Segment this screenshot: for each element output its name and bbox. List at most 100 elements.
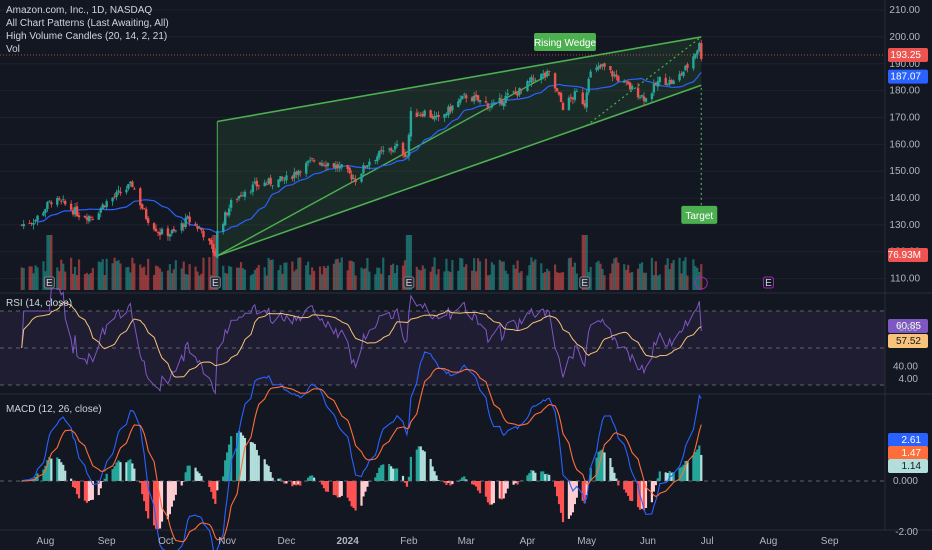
candle-body <box>139 188 142 206</box>
macd-histogram-bar <box>581 481 584 501</box>
candle-body <box>534 80 537 82</box>
price-tick-label: 210.00 <box>889 5 920 16</box>
candle-body <box>257 185 260 187</box>
macd-histogram-bar <box>534 472 537 481</box>
macd-histogram-bar <box>277 478 280 481</box>
volume-bar <box>388 275 391 290</box>
volume-bar <box>490 262 493 290</box>
rsi-ma-value-badge-bg <box>888 334 928 348</box>
volume-bar <box>101 259 104 290</box>
volume-bar <box>46 235 49 290</box>
macd-histogram-bar <box>322 481 326 489</box>
macd-histogram-bar <box>324 481 328 492</box>
macd-histogram-bar <box>561 481 565 523</box>
macd-histogram-bar <box>557 481 561 505</box>
volume-bar <box>401 265 405 290</box>
candle-body <box>50 202 53 205</box>
macd-histogram-bar <box>698 445 701 481</box>
macd-histogram-bar <box>451 481 454 485</box>
macd-histogram-bar <box>249 441 252 481</box>
macd-histogram-bar <box>401 475 405 481</box>
candle-body <box>421 113 424 117</box>
macd-histogram-bar <box>575 481 578 498</box>
macd-histogram-bar <box>684 460 687 481</box>
macd-histogram-bar <box>196 471 199 481</box>
candle-body <box>490 104 494 108</box>
volume-bar <box>255 267 258 290</box>
macd-histogram-bar <box>194 467 197 481</box>
candle-body <box>364 166 367 168</box>
candle-body <box>512 91 515 93</box>
candle-body <box>332 163 336 168</box>
macd-histogram-bar <box>50 458 53 481</box>
rsi-value-badge-bg <box>888 319 928 333</box>
candle-body <box>62 199 65 201</box>
candle-body <box>297 170 300 176</box>
macd-histogram-bar <box>636 481 640 508</box>
volume-bar <box>557 272 561 290</box>
volume-bar <box>498 259 501 290</box>
candle-body <box>447 106 450 116</box>
candle-body <box>168 234 172 237</box>
volume-bar <box>241 268 245 290</box>
volume-bar <box>64 271 67 290</box>
volume-bar <box>111 263 114 290</box>
macd-histogram-bar <box>311 475 314 481</box>
macd-histogram-bar <box>419 446 422 481</box>
volume-bar <box>77 259 81 290</box>
volume-bar <box>500 261 503 290</box>
target-label: Target <box>685 211 713 222</box>
volume-bar <box>235 267 239 290</box>
candle-body <box>182 224 185 227</box>
volume-bar <box>532 261 535 290</box>
macd-histogram-bar <box>516 481 519 485</box>
candle-body <box>461 95 464 100</box>
candle-body <box>694 53 697 58</box>
volume-bar <box>156 266 160 290</box>
volume-bar <box>658 274 661 290</box>
candle-body <box>696 50 699 55</box>
volume-bar <box>443 271 446 290</box>
volume-bar <box>87 274 90 290</box>
candle-body <box>597 66 600 70</box>
volume-bar <box>546 268 549 290</box>
volume-bar <box>664 264 667 290</box>
time-tick-label: Mar <box>458 536 476 547</box>
macd-histogram-bar <box>279 478 282 481</box>
candle-body <box>474 94 478 97</box>
macd-histogram-bar <box>139 481 142 483</box>
macd-histogram-bar <box>119 462 122 481</box>
candle-body <box>567 97 571 110</box>
volume-bar <box>506 273 509 290</box>
volume-bar <box>382 257 385 290</box>
candle-body <box>680 73 683 75</box>
macd-histogram-bar <box>625 481 628 493</box>
volume-bar <box>202 257 205 290</box>
macd-histogram-bar <box>599 450 602 481</box>
volume-bar <box>644 272 648 290</box>
volume-bar <box>103 275 106 290</box>
price-tick-label: 170.00 <box>889 112 920 123</box>
candle-body <box>30 223 33 224</box>
macd-histogram-bar <box>75 481 79 495</box>
volume-bar <box>378 267 381 290</box>
volume-bar <box>91 268 94 290</box>
candle-body <box>520 89 523 90</box>
candle-body <box>46 202 49 210</box>
volume-bar <box>617 262 620 290</box>
candle-body <box>196 226 199 229</box>
volume-bar <box>277 270 280 290</box>
candle-body <box>601 64 604 66</box>
candle-body <box>433 115 436 120</box>
candle-body <box>486 103 490 109</box>
volume-bar <box>267 257 270 290</box>
macd-histogram-bar <box>449 481 452 486</box>
candle-body <box>504 95 507 103</box>
macd-histogram-bar <box>459 479 462 481</box>
candle-body <box>255 180 259 187</box>
candle-body <box>569 97 573 99</box>
candle-body <box>146 218 150 223</box>
macd-histogram-bar <box>658 471 661 481</box>
volume-bar <box>36 267 39 290</box>
